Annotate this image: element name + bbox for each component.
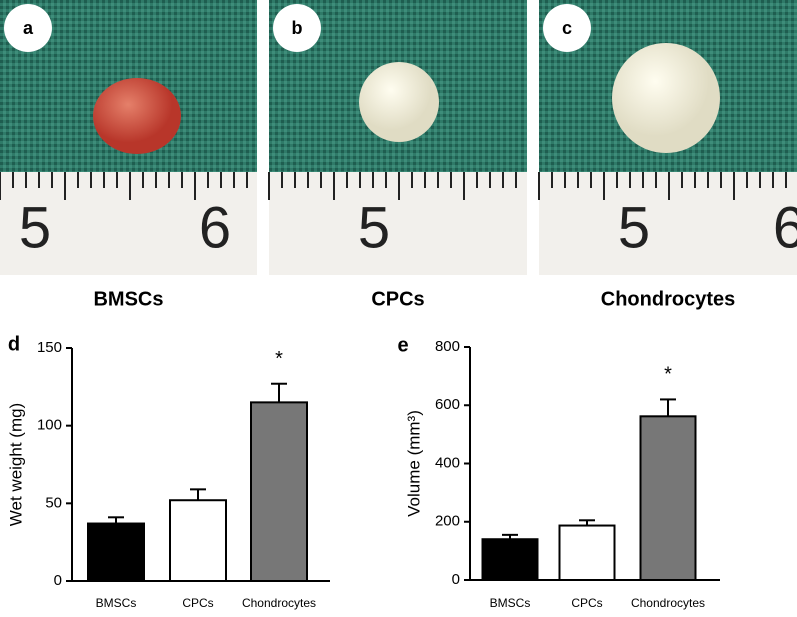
photo: 5 b CPCs [268, 0, 527, 310]
y-axis-label: Volume (mm³) [404, 410, 423, 517]
photo: 5 6 a BMSCs [0, 0, 257, 310]
y-tick-label: 400 [435, 454, 460, 471]
y-tick-label: 800 [435, 338, 460, 355]
label-badge [273, 4, 321, 52]
bar [558, 524, 616, 582]
photo-caption: Chondrocytes [601, 288, 735, 310]
label-badge [543, 4, 591, 52]
y-axis-label: Wet weight (mg) [6, 403, 25, 526]
ruler-number: 6 [773, 195, 797, 260]
significance-annotation: * [275, 348, 283, 370]
ruler-number: 5 [618, 195, 650, 260]
bar [87, 522, 145, 583]
x-tick-label: BMSCs [490, 596, 531, 610]
y-tick-label: 200 [435, 513, 460, 530]
y-tick-label: 100 [37, 417, 62, 434]
photo-caption: CPCs [371, 288, 424, 310]
y-tick-label: 0 [452, 571, 460, 588]
pellet [93, 78, 181, 154]
bar [250, 401, 308, 582]
x-tick-label: CPCs [571, 596, 602, 610]
ruler-number: 5 [358, 195, 390, 260]
photo: 5 6 c Chondrocytes [538, 0, 797, 310]
panel-label: a [23, 18, 34, 38]
bar [639, 415, 697, 581]
bar [481, 538, 539, 581]
y-tick-label: 50 [45, 494, 62, 511]
y-tick-label: 0 [54, 572, 62, 589]
y-tick-label: 150 [37, 339, 62, 356]
panel-label: b [292, 18, 303, 38]
x-tick-label: Chondrocytes [631, 596, 705, 610]
panel-label: d [8, 333, 20, 355]
pellet [612, 43, 720, 153]
panel-label: c [562, 18, 572, 38]
x-tick-label: BMSCs [96, 596, 137, 610]
ruler-number: 6 [199, 195, 231, 260]
y-tick-label: 600 [435, 396, 460, 413]
bar [169, 499, 227, 582]
x-tick-label: Chondrocytes [242, 596, 316, 610]
panel-label: e [397, 334, 408, 356]
significance-annotation: * [664, 364, 672, 386]
x-tick-label: CPCs [182, 596, 213, 610]
photo-caption: BMSCs [93, 288, 163, 310]
ruler [0, 172, 257, 275]
pellet [359, 62, 439, 142]
ruler-number: 5 [19, 195, 51, 260]
label-badge [4, 4, 52, 52]
